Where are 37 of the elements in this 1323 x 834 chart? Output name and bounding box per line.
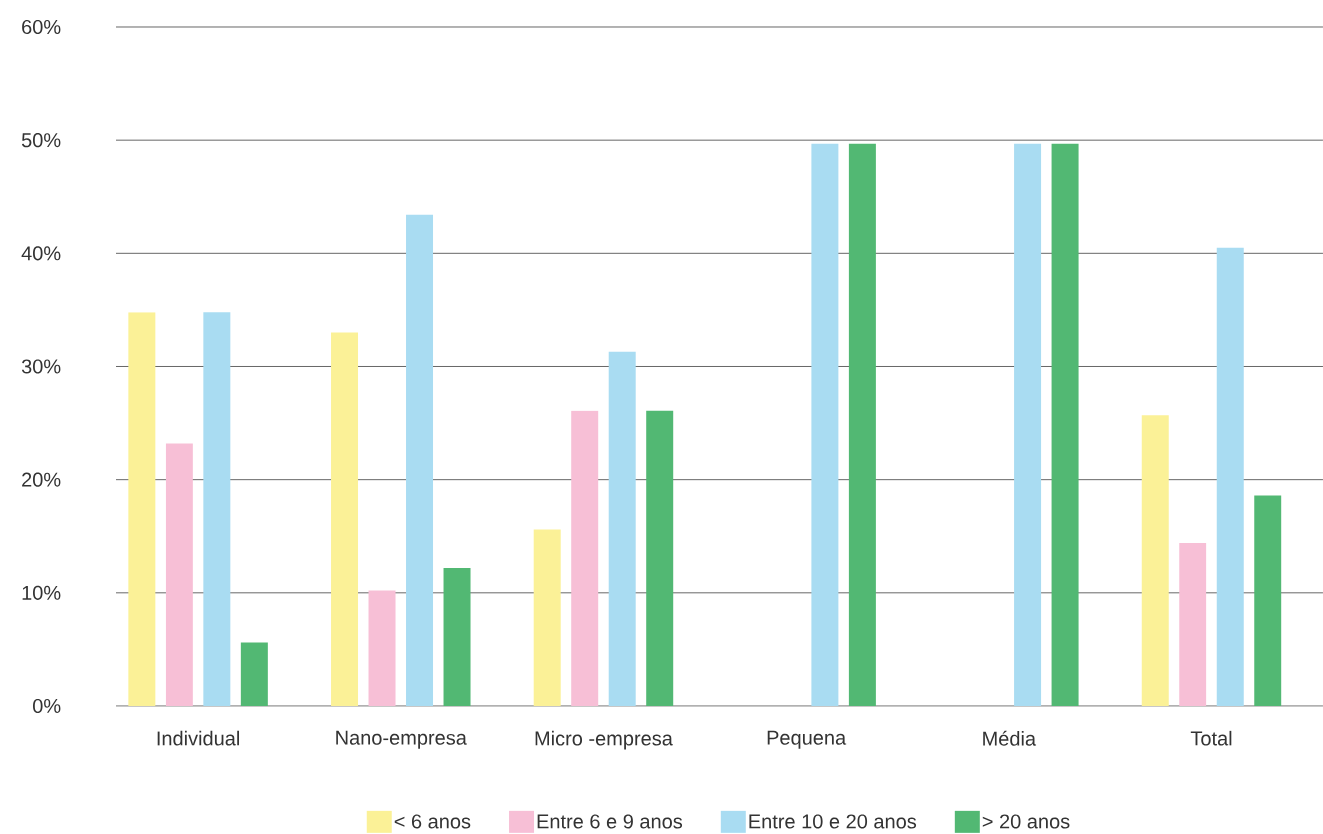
y-tick-label: 0% bbox=[33, 698, 61, 714]
legend-label: > 20 anos bbox=[982, 814, 1070, 829]
y-tick-label: 10% bbox=[22, 585, 61, 600]
bar bbox=[165, 443, 193, 706]
bar bbox=[1254, 495, 1282, 706]
bar bbox=[646, 410, 674, 706]
bar bbox=[811, 143, 839, 706]
legend-label: < 6 anos bbox=[394, 814, 471, 829]
y-tick-label: 50% bbox=[21, 133, 61, 148]
x-tick-label: Individual bbox=[157, 730, 239, 746]
x-tick-label: Pequena bbox=[767, 730, 847, 749]
bar bbox=[1179, 543, 1207, 706]
x-tick-label: Média bbox=[983, 730, 1037, 746]
bar bbox=[848, 143, 876, 706]
x-tick-label: Total bbox=[1190, 730, 1232, 746]
x-tick-label: Micro -empresa bbox=[535, 730, 673, 750]
bar bbox=[368, 590, 396, 706]
bar bbox=[1141, 415, 1169, 706]
legend-label: Entre 10 e 20 anos bbox=[749, 814, 917, 829]
bar bbox=[443, 567, 471, 706]
bar bbox=[1216, 247, 1244, 706]
bar bbox=[128, 312, 156, 706]
bar bbox=[533, 529, 561, 706]
y-tick-label: 40% bbox=[21, 246, 61, 261]
x-tick-label: Nano-empresa bbox=[336, 730, 467, 749]
bar bbox=[608, 351, 636, 706]
y-tick-label: 60% bbox=[22, 19, 61, 35]
bar bbox=[406, 214, 434, 706]
bar bbox=[240, 642, 268, 706]
legend-label: Entre 6 e 9 anos bbox=[537, 814, 683, 829]
bar bbox=[203, 312, 231, 706]
y-tick-label: 30% bbox=[21, 359, 61, 374]
bar bbox=[331, 332, 359, 706]
bar bbox=[1051, 143, 1079, 706]
bar bbox=[571, 410, 599, 706]
bar bbox=[1014, 143, 1042, 706]
y-tick-label: 20% bbox=[22, 472, 61, 487]
